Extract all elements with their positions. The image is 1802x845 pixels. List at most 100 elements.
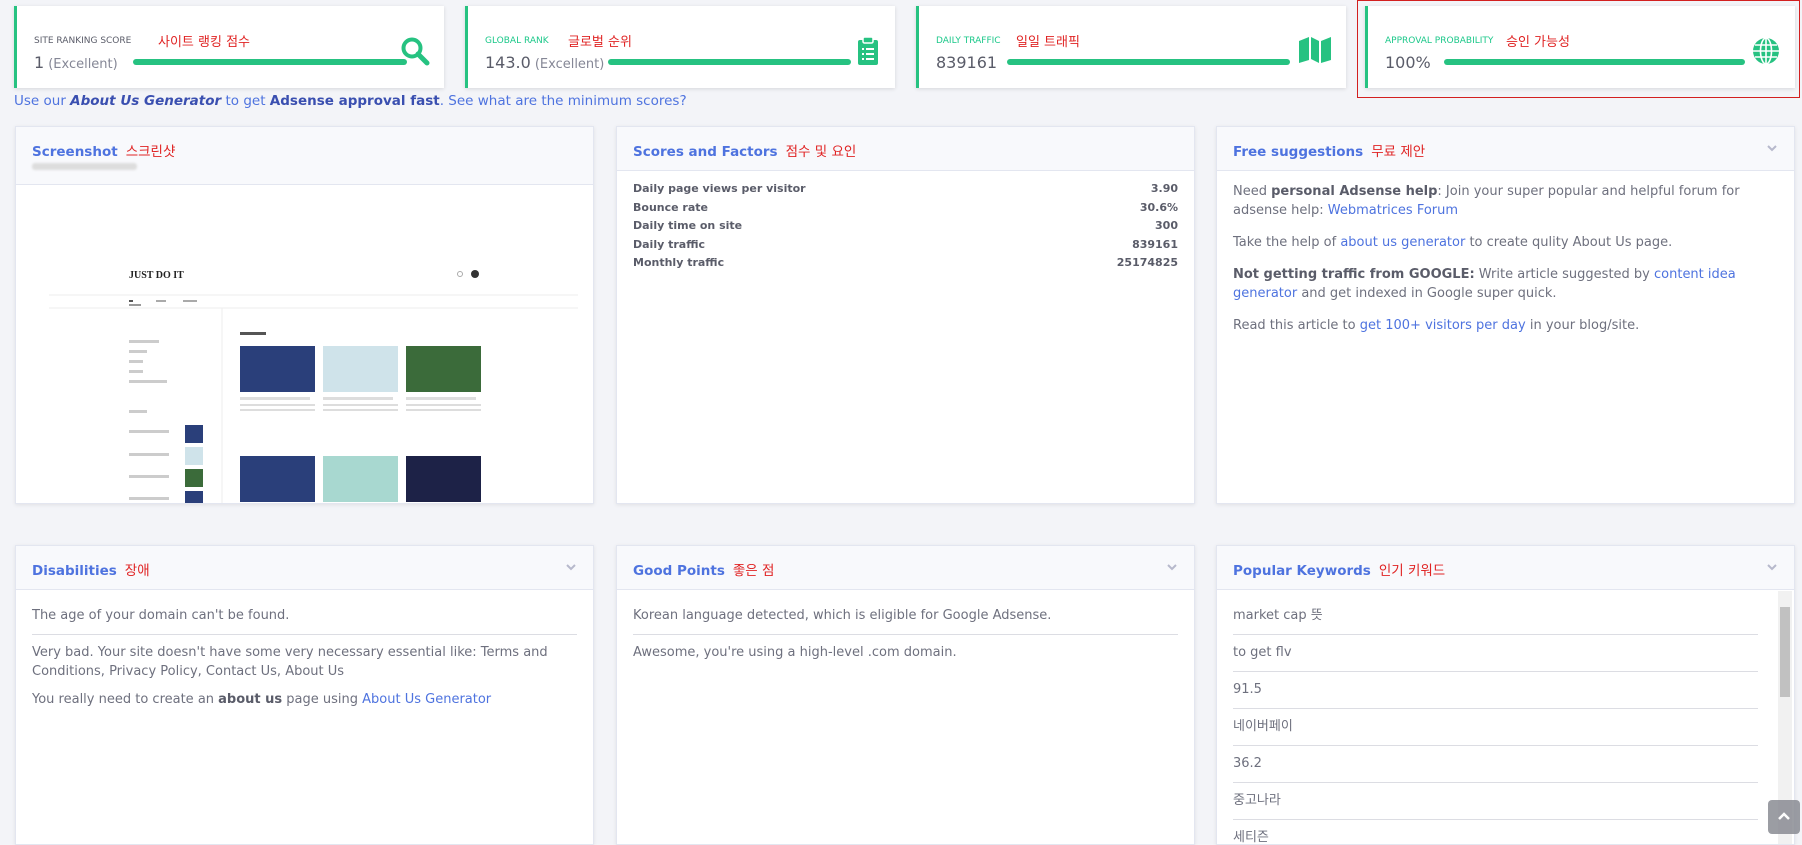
highlight-box bbox=[1357, 0, 1800, 98]
collapse-icon[interactable] bbox=[1766, 143, 1778, 153]
keyword-item: market cap 뜻 bbox=[1233, 598, 1758, 635]
link[interactable]: About Us Generator bbox=[70, 93, 222, 109]
stat-label-ko: 일일 트래픽 bbox=[1016, 35, 1080, 50]
link[interactable]: content idea generator bbox=[1233, 267, 1736, 301]
panel-title: Good Points 좋은 점 bbox=[633, 559, 774, 579]
keyword-item: 세티즌 bbox=[1233, 820, 1758, 845]
title-ko: 장애 bbox=[124, 563, 150, 579]
stat-card: SITE RANKING SCORE 사이트 랭킹 점수 1 (Excellent… bbox=[14, 6, 444, 88]
value: 143.0 bbox=[485, 53, 531, 72]
stat-card: GLOBAL RANK 글로벌 순위 143.0 (Excellent) bbox=[465, 6, 895, 88]
list-item: Very bad. Your site doesn't have some ve… bbox=[32, 635, 577, 690]
progress-bar bbox=[608, 59, 851, 65]
text: Awesome, you're using a high-level .com … bbox=[633, 645, 957, 660]
disabilities-body: The age of your domain can't be found. V… bbox=[32, 598, 577, 709]
title-ko: 점수 및 요인 bbox=[785, 144, 857, 160]
value: 100% bbox=[1385, 53, 1431, 72]
keyword-item: 네이버페이 bbox=[1233, 709, 1758, 746]
text: : Join your super popular and helpful fo… bbox=[1233, 184, 1740, 218]
globe-icon bbox=[1753, 37, 1779, 65]
title-ko: 스크린샷 bbox=[125, 144, 176, 160]
scroll-top-button[interactable] bbox=[1768, 800, 1800, 834]
text: in your blog/site. bbox=[1525, 318, 1640, 333]
keyword: 36.2 bbox=[1233, 756, 1262, 771]
progress-bar bbox=[133, 59, 407, 65]
title: Good Points bbox=[633, 563, 725, 579]
search-icon bbox=[401, 37, 430, 66]
keyword: 네이버페이 bbox=[1233, 719, 1293, 734]
text: You really need to create an bbox=[32, 692, 219, 707]
progress-bar bbox=[1444, 59, 1745, 65]
note: (Excellent) bbox=[534, 57, 605, 72]
stat-label: GLOBAL RANK bbox=[485, 36, 549, 46]
keywords-panel: Popular Keywords 인기 키워드 market cap 뜻 to ge… bbox=[1216, 545, 1795, 845]
site-heading: JUST DO IT bbox=[129, 270, 184, 281]
list-item: The age of your domain can't be found. bbox=[32, 598, 577, 635]
panel-title: Disabilities 장애 bbox=[32, 559, 150, 579]
panel-header: Popular Keywords 인기 키워드 bbox=[1217, 546, 1794, 590]
link[interactable]: See what are the minimum scores? bbox=[448, 93, 687, 109]
stat-label-ko: 글로벌 순위 bbox=[568, 35, 632, 50]
value: 839161 bbox=[936, 53, 998, 72]
score-value: 300 bbox=[1155, 219, 1178, 232]
text: to get bbox=[221, 93, 270, 109]
panel-title: Screenshot 스크린샷 bbox=[32, 140, 175, 160]
map-icon bbox=[1299, 37, 1331, 63]
value: 1 bbox=[34, 53, 45, 72]
keyword: to get flv bbox=[1233, 645, 1292, 660]
keyword-item: 중고나라 bbox=[1233, 783, 1758, 820]
keyword: 세티즌 bbox=[1233, 830, 1269, 845]
screenshot-panel: Screenshot 스크린샷 JUST DO IT bbox=[15, 126, 594, 504]
panel-title: Free suggestions 무료 제안 bbox=[1233, 140, 1425, 160]
link[interactable]: About Us Generator bbox=[362, 692, 492, 707]
keyword: market cap 뜻 bbox=[1233, 608, 1323, 623]
keyword-item: 36.2 bbox=[1233, 746, 1758, 783]
collapse-icon[interactable] bbox=[565, 562, 577, 572]
paragraph: Read this article to get 100+ visitors p… bbox=[1233, 316, 1778, 335]
keyword: 중고나라 bbox=[1233, 793, 1281, 808]
score-label: Daily traffic bbox=[633, 237, 705, 251]
score-value: 25174825 bbox=[1116, 256, 1178, 269]
title: Disabilities bbox=[32, 563, 117, 579]
link[interactable]: get 100+ visitors per day bbox=[1359, 318, 1526, 333]
panel-header: Disabilities 장애 bbox=[16, 546, 593, 590]
link[interactable]: Adsense approval fast bbox=[269, 93, 440, 109]
score-row: Daily page views per visitor 3.90 bbox=[633, 182, 1178, 195]
text: Take the help of bbox=[1233, 235, 1341, 250]
text: Very bad. Your site doesn't have some ve… bbox=[32, 645, 548, 679]
panel-header: Scores and Factors 점수 및 요인 bbox=[617, 127, 1194, 171]
collapse-icon[interactable] bbox=[1166, 562, 1178, 572]
link[interactable]: Webmatrices Forum bbox=[1327, 203, 1459, 218]
stat-label-ko: 승인 가능성 bbox=[1506, 35, 1570, 50]
score-value: 3.90 bbox=[1150, 182, 1178, 195]
score-label: Bounce rate bbox=[633, 200, 708, 214]
text: page using bbox=[282, 692, 363, 707]
panel-title: Popular Keywords 인기 키워드 bbox=[1233, 559, 1445, 579]
text: Korean language detected, which is eligi… bbox=[633, 608, 1052, 623]
text: Write article suggested by bbox=[1474, 267, 1654, 282]
paragraph: Take the help of about us generator to c… bbox=[1233, 233, 1778, 252]
text: Need bbox=[1233, 184, 1272, 199]
collapse-icon[interactable] bbox=[1766, 562, 1778, 572]
score-value: 30.6% bbox=[1139, 200, 1178, 214]
text: The age of your domain can't be found. bbox=[32, 608, 290, 623]
stat-card: APPROVAL PROBABILITY 승인 가능성 100% bbox=[1365, 6, 1795, 88]
panel-title: Scores and Factors 점수 및 요인 bbox=[633, 140, 856, 160]
text: to create qulity About Us page. bbox=[1465, 235, 1673, 250]
scroll-thumb[interactable] bbox=[1780, 607, 1790, 697]
score-value: 839161 bbox=[1132, 237, 1178, 251]
stat-value: 100% bbox=[1385, 53, 1431, 72]
text: and get indexed in Google super quick. bbox=[1297, 286, 1557, 301]
link[interactable]: about us generator bbox=[1340, 235, 1466, 250]
title: Free suggestions bbox=[1233, 144, 1364, 160]
strong: Not getting traffic from GOOGLE: bbox=[1233, 267, 1475, 282]
stat-value: 143.0 (Excellent) bbox=[485, 53, 604, 72]
good-points-panel: Good Points 좋은 점 Korean language detected… bbox=[616, 545, 1195, 845]
panel-header: Good Points 좋은 점 bbox=[617, 546, 1194, 590]
stat-card: DAILY TRAFFIC 일일 트래픽 839161 bbox=[916, 6, 1346, 88]
title: Popular Keywords bbox=[1233, 563, 1371, 579]
panel-header: Free suggestions 무료 제안 bbox=[1217, 127, 1794, 171]
scrollbar[interactable] bbox=[1778, 591, 1792, 844]
score-label: Monthly traffic bbox=[633, 256, 725, 269]
